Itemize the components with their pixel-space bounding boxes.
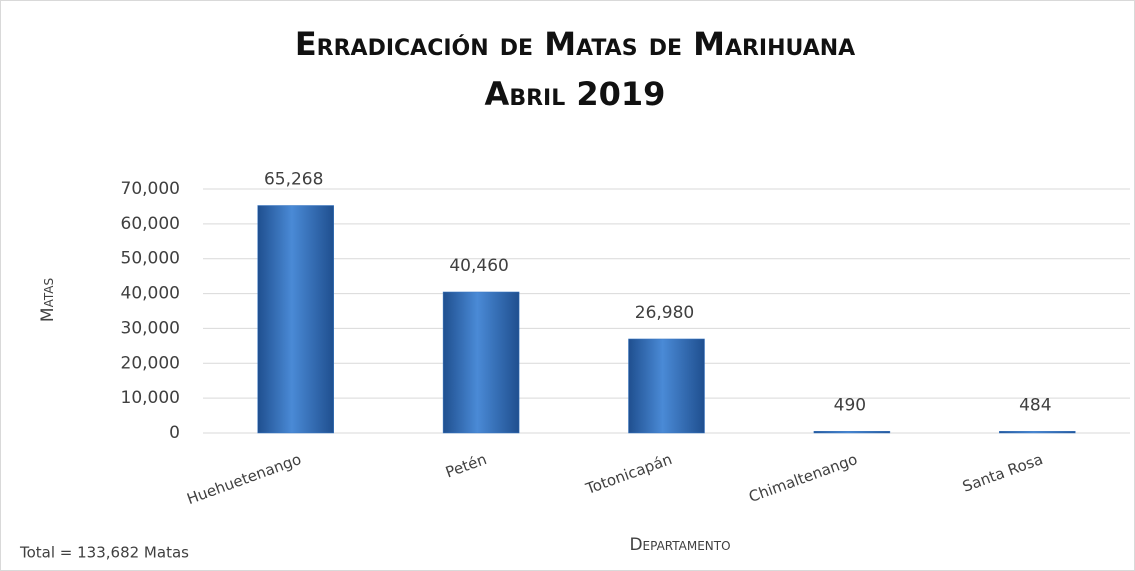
y-tick-label: 20,000 [121,353,180,373]
y-tick-label: 70,000 [121,179,180,199]
data-label: 490 [834,395,866,415]
chart-title: Erradicación de Matas de Marihuana [295,25,855,63]
y-tick-label: 50,000 [121,249,180,269]
y-tick-label: 0 [169,423,180,443]
y-axis-label: Matas [38,278,58,322]
data-label: 484 [1019,395,1051,415]
bar [628,338,705,434]
x-axis-label: Departamento [629,535,730,555]
data-label: 26,980 [635,303,694,323]
y-tick-label: 10,000 [121,388,180,408]
data-label: 65,268 [264,169,323,189]
y-tick-label: 30,000 [121,318,180,338]
y-tick-label: 60,000 [121,214,180,234]
bar [442,291,520,434]
bar [257,205,334,434]
y-tick-label: 40,000 [121,284,180,304]
data-label: 40,460 [449,256,508,276]
chart-subtitle: Abril 2019 [485,75,666,113]
annotation: Total = 133,682 Matas [19,544,189,562]
bar [999,431,1076,434]
bar [813,431,891,434]
